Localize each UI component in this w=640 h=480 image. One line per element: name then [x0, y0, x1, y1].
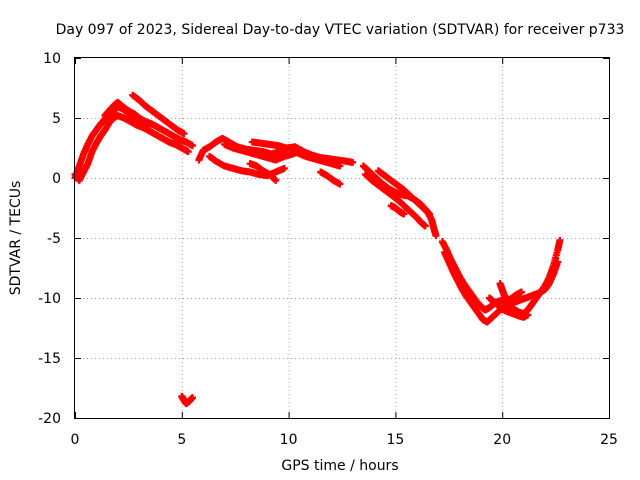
x-tick-label: 25 [600, 432, 618, 448]
data-point [400, 210, 408, 218]
data-point [272, 176, 280, 184]
y-tick-label: 10 [43, 51, 61, 67]
data-point [556, 236, 564, 244]
x-axis-label: GPS time / hours [281, 458, 398, 474]
y-tick-label: -20 [38, 411, 61, 427]
plot-frame [74, 57, 610, 419]
y-tick-label: -10 [38, 291, 61, 307]
x-tick-label: 5 [177, 432, 186, 448]
data-point [426, 210, 434, 218]
data-point [180, 130, 188, 138]
ticks: 0 5 10 15 20 25 -20 -15 -10 -5 0 5 10 [38, 51, 618, 448]
data-point [421, 222, 429, 230]
y-tick-label: 5 [52, 111, 61, 127]
x-tick-label: 0 [71, 432, 80, 448]
data-point [280, 164, 288, 172]
y-tick-label: -15 [38, 351, 61, 367]
x-tick-label: 15 [386, 432, 404, 448]
x-tick-label: 10 [280, 432, 298, 448]
y-tick-label: 0 [52, 171, 61, 187]
data-point [554, 258, 562, 266]
data-point [524, 311, 532, 319]
data-point [188, 142, 196, 150]
x-tick-label: 20 [493, 432, 511, 448]
data-point [188, 394, 196, 402]
data-point [432, 232, 440, 240]
data-markers [71, 91, 564, 408]
y-axis-label: SDTVAR / TECUs [8, 181, 24, 296]
chart-title: Day 097 of 2023, Sidereal Day-to-day VTE… [56, 22, 625, 38]
data-point [148, 120, 156, 128]
data-point [517, 288, 525, 296]
data-point [336, 180, 344, 188]
data-point [349, 158, 357, 166]
y-tick-label: -5 [47, 231, 61, 247]
data-point [184, 148, 192, 156]
